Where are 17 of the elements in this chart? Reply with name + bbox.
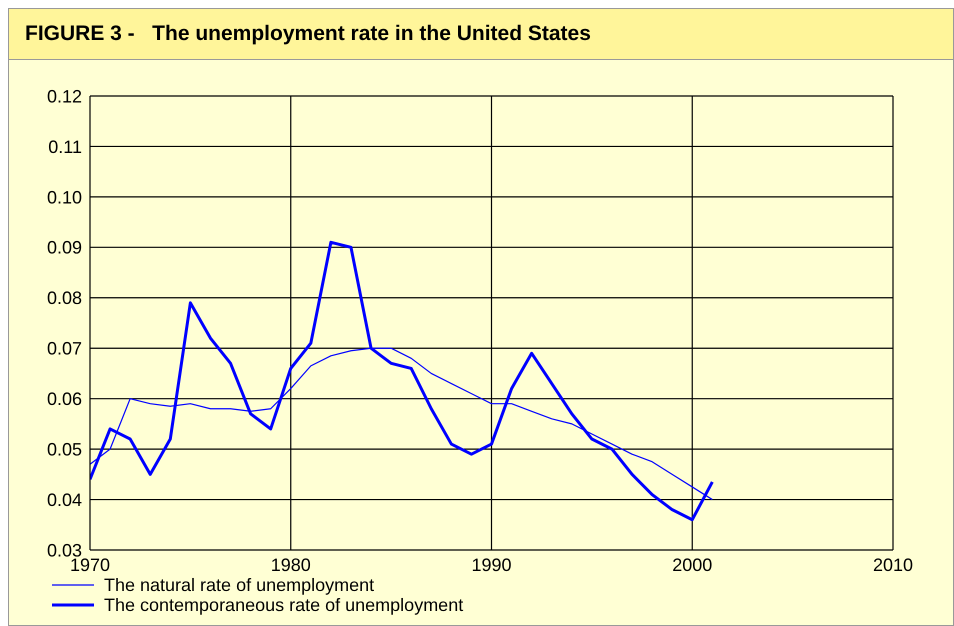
x-tick-label: 1980 — [270, 554, 311, 575]
x-tick-label: 2000 — [672, 554, 712, 575]
y-tick-label: 0.10 — [46, 187, 82, 208]
x-tick-label: 2010 — [872, 554, 914, 575]
chart-title: FIGURE 3 - The unemployment rate in the United States — [9, 9, 953, 60]
legend-label: The contemporaneous rate of unemployment — [104, 595, 464, 615]
y-tick-label: 0.04 — [46, 490, 82, 510]
x-tick-label: 1990 — [471, 554, 512, 575]
y-tick-label: 0.11 — [48, 136, 82, 157]
y-tick-label: 0.08 — [46, 288, 82, 308]
y-tick-label: 0.06 — [46, 389, 82, 410]
legend-label: The natural rate of unemployment — [104, 575, 374, 595]
y-tick-label: 0.05 — [46, 440, 82, 460]
y-tick-label: 0.07 — [46, 338, 82, 359]
line-series — [90, 240, 714, 522]
y-tick-label: 0.09 — [46, 238, 82, 258]
y-tick-label: 0.12 — [46, 86, 82, 106]
